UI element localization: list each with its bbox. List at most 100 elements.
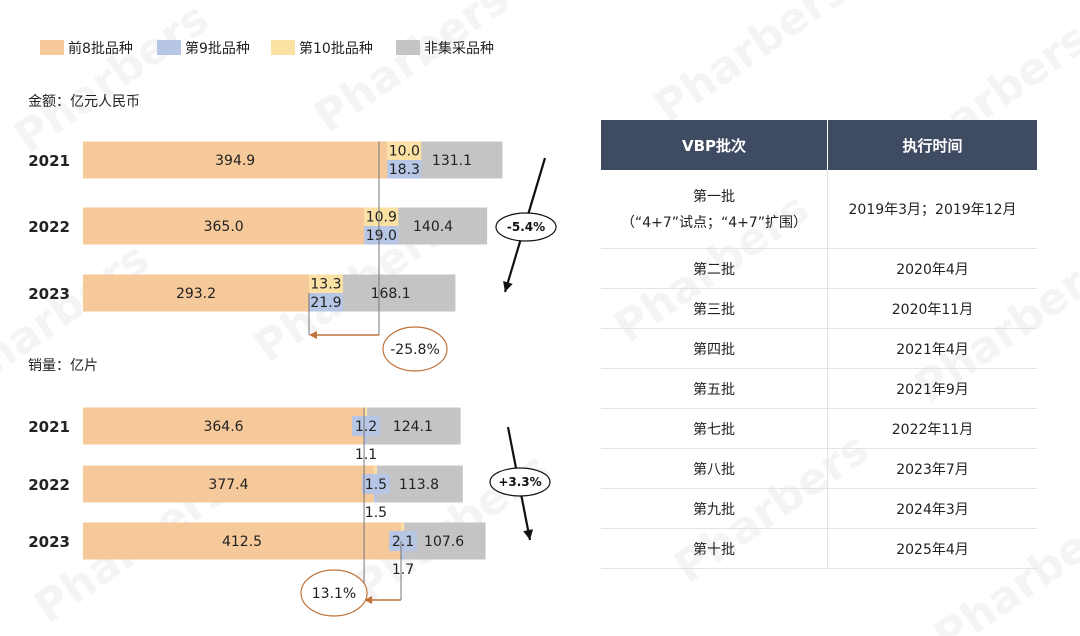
- category-label: 2021: [28, 418, 70, 436]
- batch-name: 第八批: [693, 461, 735, 478]
- cell-batch: 第三批: [601, 288, 828, 329]
- bar-segment-non-vbp: [325, 274, 456, 312]
- cell-time: 2023年7月: [827, 448, 1037, 489]
- table-header-batch: VBP批次: [601, 120, 828, 170]
- data-label-non-vbp: 131.1: [432, 153, 472, 169]
- table-row: 第二批 2020年4月: [601, 248, 1037, 289]
- cell-time: 2024年3月: [827, 488, 1037, 529]
- data-label-batch10: 1.7: [392, 562, 414, 578]
- category-label: 2023: [28, 533, 70, 551]
- trend-label: -5.4%: [507, 220, 545, 234]
- cell-batch: 第十批: [601, 528, 828, 569]
- change-ellipse: [300, 569, 368, 617]
- table-row: 第一批 （“4+7”试点；“4+7”扩围） 2019年3月；2019年12月: [601, 170, 1037, 249]
- cell-batch: 第五批: [601, 368, 828, 409]
- category-label: 2021: [28, 152, 70, 170]
- cell-batch: 第八批: [601, 448, 828, 489]
- category-label: 2022: [28, 476, 70, 494]
- bar-segment-batch1-8: [83, 141, 388, 179]
- table-row: 第九批 2024年3月: [601, 488, 1037, 529]
- cell-time: 2025年4月: [827, 528, 1037, 569]
- amount-chart: 金额：亿元人民币 2021 394.9 131.1 10.0 18.3 2022 365.0 1…: [28, 94, 557, 372]
- data-label-batch1-8: 364.6: [203, 419, 243, 435]
- batch-name: 第五批: [693, 381, 735, 398]
- volume-chart: 销量：亿片 2021 364.6 124.1 1.2 1.1 2022 377.4 113.8 1…: [28, 358, 551, 617]
- label-box-batch10: [387, 141, 422, 160]
- batch-name: 第一批: [693, 189, 735, 205]
- category-label: 2022: [28, 218, 70, 236]
- bar-segment-batch1-8: [83, 207, 365, 245]
- label-box-batch9: [388, 531, 417, 551]
- category-label: 2023: [28, 285, 70, 303]
- change-arrowhead: [364, 596, 373, 604]
- data-label-non-vbp: 168.1: [371, 286, 411, 302]
- data-label-batch1-8: 377.4: [208, 477, 248, 493]
- change-arrowhead: [308, 331, 317, 339]
- cell-batch: 第二批: [601, 248, 828, 289]
- legend-label: 非集采品种: [424, 40, 494, 57]
- bar-segment-batch1-8: [83, 522, 401, 560]
- batch-name: 第二批: [693, 261, 735, 278]
- cell-time: 2021年4月: [827, 328, 1037, 369]
- legend-swatch: [157, 40, 181, 55]
- legend-swatch: [271, 40, 295, 55]
- data-label-batch10: 1.5: [365, 505, 387, 521]
- data-label-batch1-8: 293.2: [176, 286, 216, 302]
- label-box-batch10: [364, 207, 399, 226]
- label-box-batch9: [387, 160, 422, 179]
- data-label-batch1-8: 412.5: [222, 534, 262, 550]
- table-row: 第三批 2020年11月: [601, 288, 1037, 329]
- label-box-batch9: [364, 226, 399, 245]
- trend-label: +3.3%: [498, 475, 541, 489]
- chart-title: 销量：亿片: [28, 358, 98, 374]
- legend-label: 第9批品种: [185, 40, 250, 57]
- data-label-batch10: 1.1: [355, 447, 377, 463]
- bar-segment-batch1-8: [83, 407, 365, 445]
- watermark-text: Pharbers: [0, 233, 158, 403]
- label-box-batch9: [308, 293, 343, 312]
- change-ellipse: [382, 326, 448, 372]
- cell-batch: 第九批: [601, 488, 828, 529]
- bar-segment-non-vbp: [364, 407, 461, 445]
- batch-name: 第九批: [693, 501, 735, 518]
- legend-label: 第10批品种: [299, 40, 373, 57]
- data-label-batch9: 18.3: [389, 162, 420, 178]
- data-label-batch10: 10.0: [389, 144, 420, 160]
- change-label: -25.8%: [390, 342, 440, 358]
- batch-name: 第七批: [693, 421, 735, 438]
- data-label-batch10: 13.3: [310, 277, 341, 293]
- watermark-text: Pharbers: [645, 0, 858, 133]
- watermark-text: Pharbers: [5, 0, 218, 163]
- cell-batch: 第一批 （“4+7”试点；“4+7”扩围）: [601, 170, 828, 249]
- legend: 前8批品种 第9批品种 第10批品种 非集采品种: [40, 40, 494, 57]
- cell-time: 2020年4月: [827, 248, 1037, 289]
- table-row: 第七批 2022年11月: [601, 408, 1037, 449]
- watermark-text: Pharbers: [305, 0, 518, 143]
- label-box-batch9: [361, 474, 390, 494]
- cell-time: 2021年9月: [827, 368, 1037, 409]
- data-label-batch9: 1.5: [365, 477, 387, 493]
- data-label-non-vbp: 113.8: [399, 477, 439, 493]
- trend-ellipse: [489, 467, 551, 497]
- bar-segment-batch1-8: [83, 274, 309, 312]
- chart-title: 金额：亿元人民币: [28, 94, 140, 110]
- table-row: 第四批 2021年4月: [601, 328, 1037, 369]
- data-label-non-vbp: 140.4: [413, 219, 453, 235]
- legend-swatch: [40, 40, 64, 55]
- table-header-row: VBP批次 执行时间: [601, 120, 1037, 170]
- data-label-batch9: 1.2: [355, 419, 377, 435]
- cell-batch: 第七批: [601, 408, 828, 449]
- table-header-time: 执行时间: [827, 120, 1037, 170]
- cell-batch: 第四批: [601, 328, 828, 369]
- data-label-batch1-8: 394.9: [215, 153, 255, 169]
- trend-arrowhead: [503, 280, 513, 292]
- label-box-batch10: [308, 274, 343, 293]
- label-box-batch9: [352, 416, 381, 436]
- cell-time: 2022年11月: [827, 408, 1037, 449]
- data-label-batch10: 10.9: [366, 210, 397, 226]
- data-label-non-vbp: 124.1: [393, 419, 433, 435]
- trend-ellipse: [495, 212, 557, 242]
- cell-time: 2020年11月: [827, 288, 1037, 329]
- change-label: 13.1%: [312, 586, 356, 602]
- table-row: 第十批 2025年4月: [601, 528, 1037, 569]
